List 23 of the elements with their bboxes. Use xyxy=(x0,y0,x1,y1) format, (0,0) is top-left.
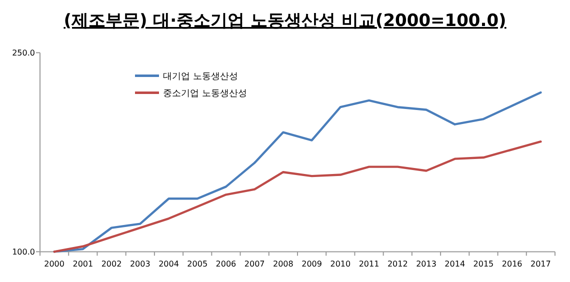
x-tick-label: 2004 xyxy=(158,260,179,269)
x-tick-label: 2010 xyxy=(330,260,351,269)
chart-title: (제조부문) 대·중소기업 노동생산성 비교(2000=100.0) xyxy=(64,11,506,31)
x-tick-label: 2016 xyxy=(502,260,522,269)
x-tick-label: 2002 xyxy=(101,260,122,269)
x-tick-label: 2008 xyxy=(273,260,294,269)
x-tick-label: 2011 xyxy=(358,260,380,269)
x-tick-label: 2015 xyxy=(473,260,494,269)
legend-label: 중소기업 노동생산성 xyxy=(163,89,247,100)
x-tick-label: 2014 xyxy=(444,260,466,269)
x-tick-label: 2017 xyxy=(530,260,551,269)
x-tick-label: 2003 xyxy=(130,260,150,269)
x-tick-label: 2001 xyxy=(72,260,94,269)
x-tick-label: 2013 xyxy=(416,260,436,269)
x-tick-label: 2005 xyxy=(187,260,208,269)
y-tick-label: 100.0 xyxy=(12,248,35,257)
x-tick-label: 2007 xyxy=(244,260,265,269)
x-tick-label: 2000 xyxy=(44,260,64,269)
y-tick-label: 250.0 xyxy=(12,48,35,58)
x-tick-label: 2012 xyxy=(387,260,408,269)
x-tick-label: 2006 xyxy=(216,260,236,269)
x-tick-label: 2009 xyxy=(302,260,322,269)
legend-label: 대기업 노동생산성 xyxy=(163,72,238,82)
